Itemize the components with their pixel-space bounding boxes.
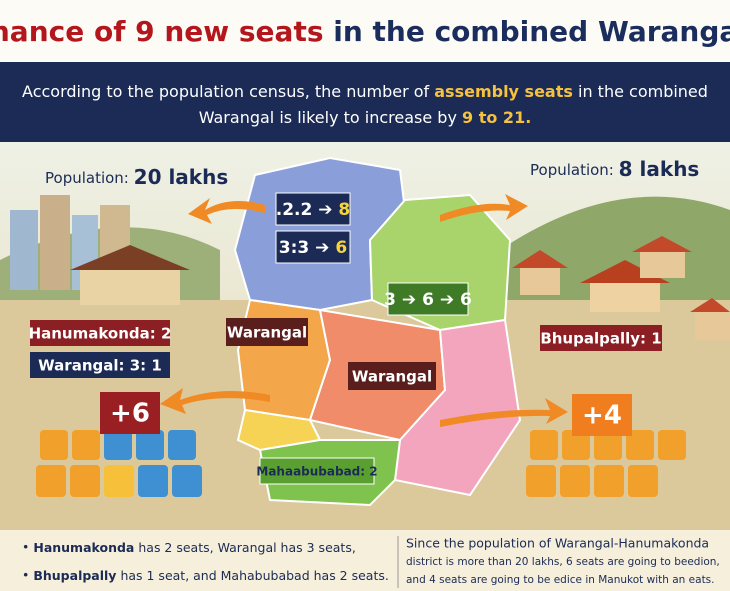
text-part: 6 [422, 290, 434, 310]
region-box [348, 362, 436, 390]
text-part: has 1 seat, and Mahabubabad has 2 seats. [120, 568, 388, 583]
region-label: Warangal [352, 368, 432, 386]
population: Population: 8 lakhs [530, 157, 699, 181]
tag-text: Warangal: 3: 1 [38, 357, 162, 375]
tag [30, 320, 170, 346]
increase-box [572, 394, 632, 436]
title-band [0, 0, 730, 62]
text-part: 20 lakhs [134, 165, 229, 189]
footer [0, 530, 730, 591]
buildings [10, 195, 190, 305]
seat-change: 3:3 ➔ 6 [279, 238, 347, 258]
text-part: Warangal is likely to increase by [199, 108, 457, 127]
text-part: Bhupalpally [33, 568, 116, 583]
seat-change: 3 ➔ 6 ➔ 6 [384, 290, 472, 310]
increase: +4 [582, 401, 622, 431]
banner-line: Warangal is likely to increase by 9 to 2… [199, 108, 532, 127]
footer-line: district is more than 20 lakhs, 6 seats … [406, 556, 720, 568]
text-part: 6 [335, 238, 347, 258]
tag [540, 325, 662, 351]
banner-line: According to the population census, the … [22, 82, 708, 101]
banner [0, 62, 730, 142]
text-part: .2.2 [276, 200, 313, 220]
chairs [36, 430, 686, 497]
population: Population: 20 lakhs [45, 165, 228, 189]
increase: +6 [110, 399, 150, 429]
text-part: Population: [45, 169, 129, 187]
text-part: 8 lakhs [619, 157, 700, 181]
text-part: assembly seats [434, 82, 573, 101]
text-part: Population: [530, 161, 614, 179]
footer-line: Since the population of Warangal-Hanumak… [406, 536, 709, 551]
increase-box [100, 392, 160, 434]
footer-line: and 4 seats are going to be edice in Man… [406, 574, 715, 586]
tag-text: Bhupalpally: 1 [540, 330, 661, 348]
region-box [259, 457, 375, 485]
arrows [160, 194, 568, 427]
tag [30, 352, 170, 378]
tag-text: Hanumakonda: 2 [29, 325, 172, 343]
village [512, 236, 730, 340]
footer-line: • Hanumakonda has 2 seats, Warangal has … [22, 540, 356, 555]
text-part: Chance of 9 new seats [0, 15, 324, 48]
seat-box [387, 282, 469, 316]
seat-change: .2.2 ➔ 8 [276, 200, 351, 220]
seat-box [275, 192, 351, 226]
text-part: According to the population census, the … [22, 82, 429, 101]
text-part: has 2 seats, Warangal has 3 seats, [138, 540, 355, 555]
text-part: 3:3 [279, 238, 309, 258]
footer-line: • Bhupalpally has 1 seat, and Mahabubaba… [22, 568, 389, 583]
text-part: in the combined [578, 82, 708, 101]
seat-box [275, 230, 351, 264]
region-box [226, 318, 308, 346]
title: Chance of 9 new seats in the combined Wa… [0, 15, 730, 48]
region-label: Warangal [227, 324, 307, 342]
text-part: 6 [460, 290, 472, 310]
text-part: 8 [338, 200, 350, 220]
text-part: in the combined Warangal! [333, 15, 730, 48]
text-part: Hanumakonda [33, 540, 134, 555]
region-label: Mahaabubabad: 2 [256, 465, 377, 479]
text-part: 3 [384, 290, 396, 310]
text-part: 9 to 21. [462, 108, 531, 127]
